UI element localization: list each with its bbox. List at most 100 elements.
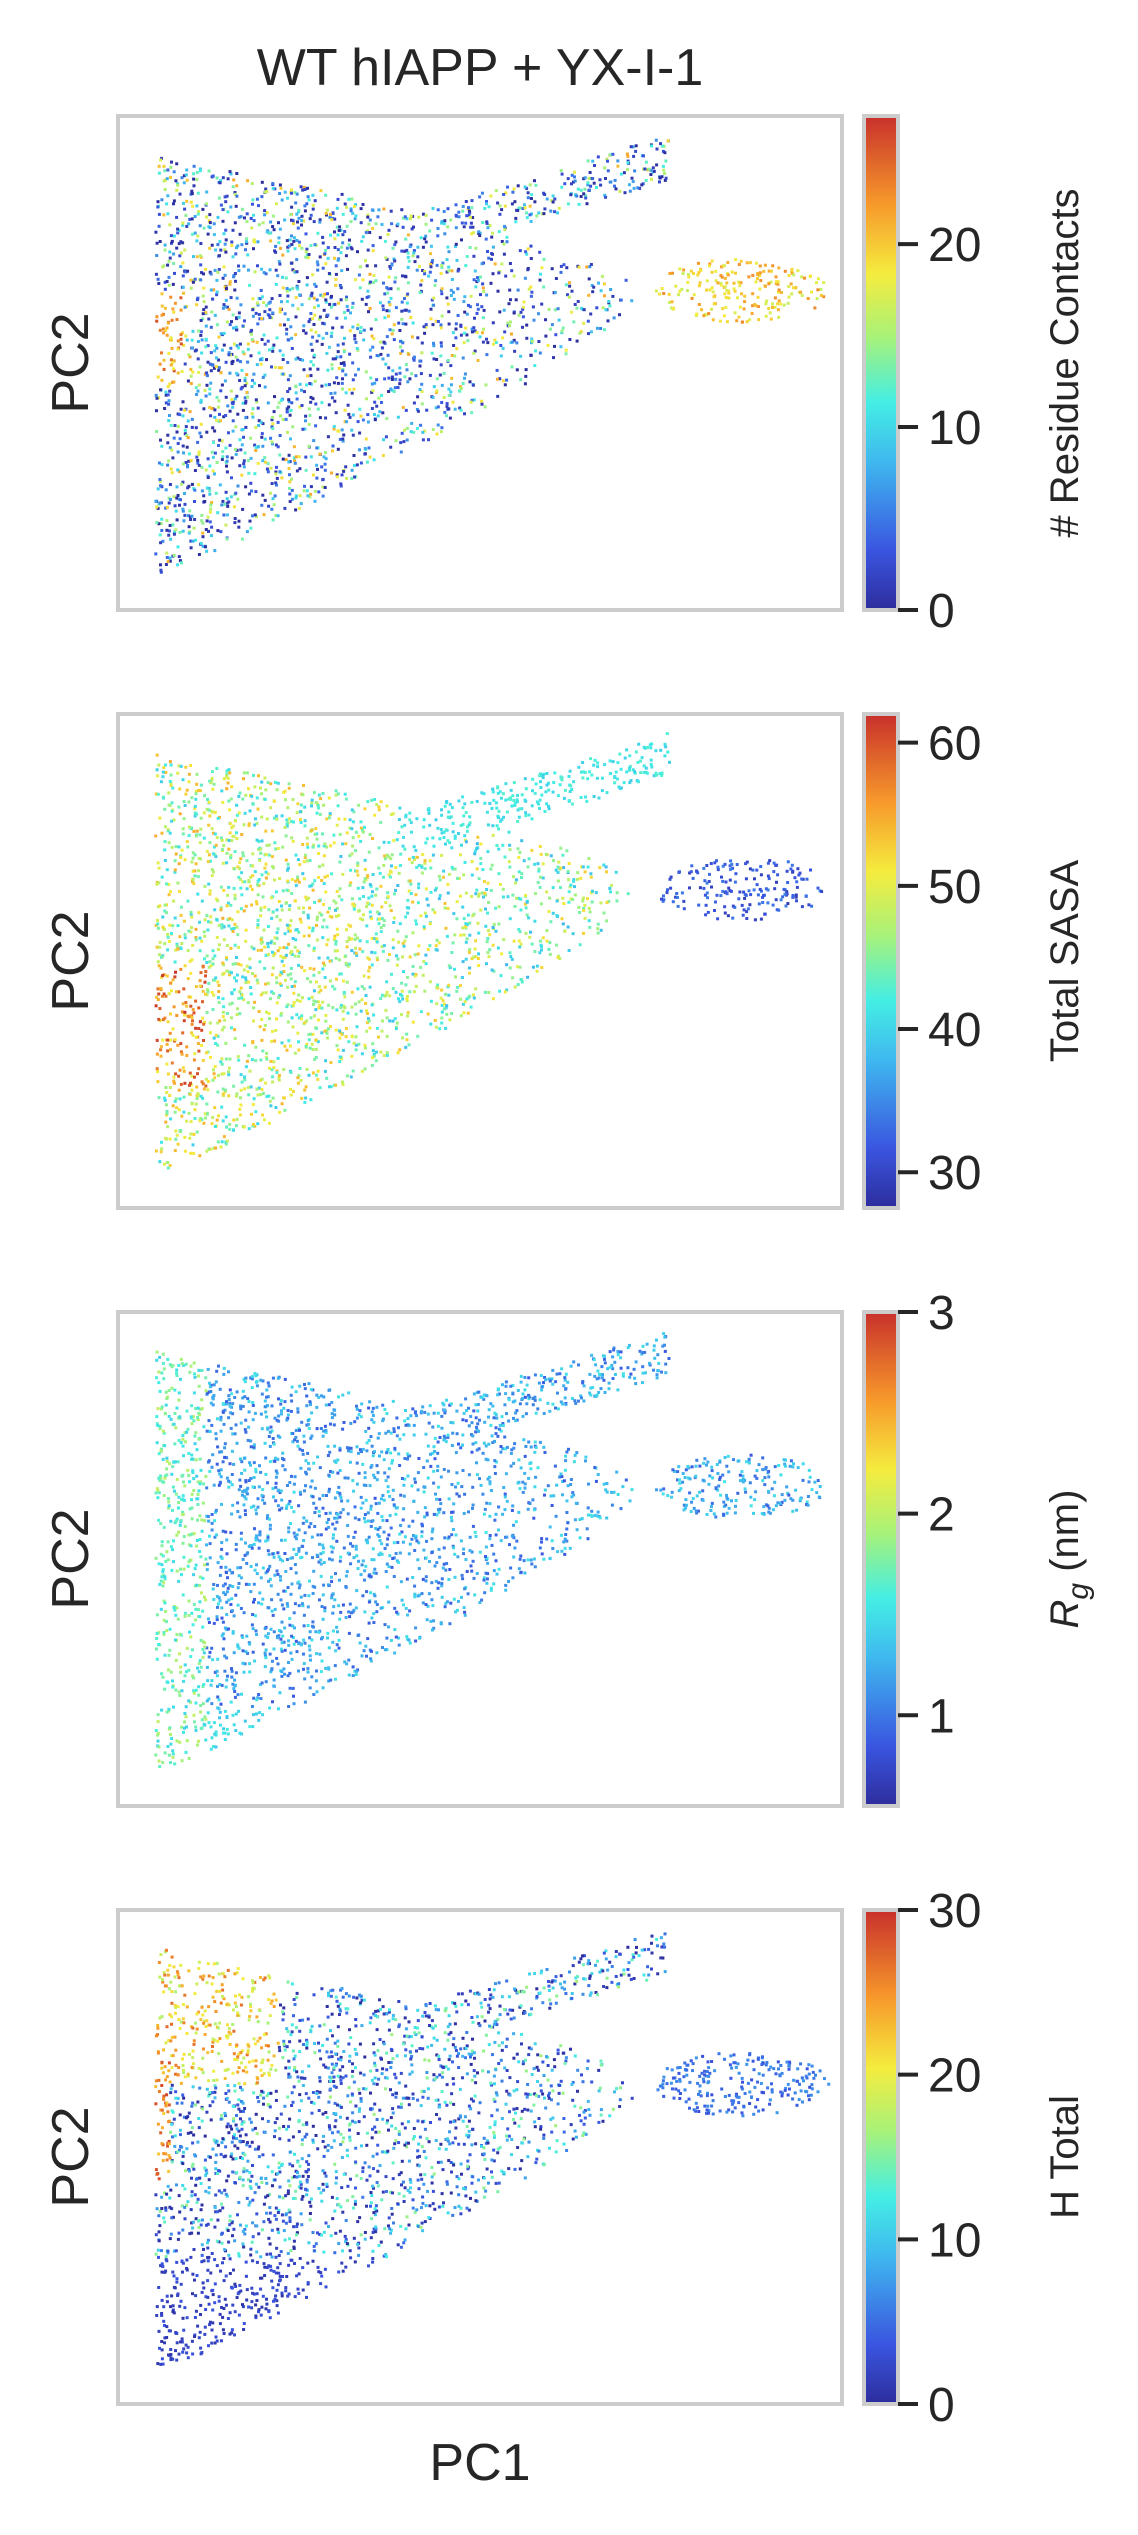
scatter-point (301, 872, 305, 876)
scatter-point (245, 241, 249, 245)
scatter-point (157, 992, 161, 996)
scatter-point (200, 338, 204, 342)
scatter-point (195, 239, 199, 243)
scatter-point (324, 262, 328, 266)
scatter-point (543, 810, 547, 813)
scatter-point (179, 1042, 183, 1046)
scatter-point (352, 1041, 356, 1045)
scatter-point (503, 383, 507, 387)
scatter-point (411, 931, 415, 935)
scatter-point (410, 372, 414, 376)
scatter-point (820, 890, 824, 893)
scatter-point (218, 1019, 222, 1023)
scatter-point (524, 250, 528, 254)
scatter-point (392, 390, 396, 393)
scatter-point (370, 208, 374, 212)
scatter-point (274, 202, 278, 206)
scatter-point (293, 1051, 297, 1055)
scatter-point (433, 1019, 437, 1022)
scatter-point (490, 806, 494, 810)
scatter-point (222, 1005, 226, 1009)
scatter-point (305, 276, 309, 280)
scatter-point (660, 175, 664, 179)
scatter-point (296, 878, 300, 882)
scatter-point (239, 1113, 243, 1117)
scatter-point (256, 322, 260, 326)
scatter-point (214, 843, 218, 847)
scatter-point (271, 346, 275, 350)
scatter-point (482, 895, 485, 899)
scatter-point (190, 217, 194, 221)
scatter-point (720, 875, 723, 879)
scatter-point (241, 854, 245, 858)
scatter-point (197, 383, 201, 387)
scatter-point (704, 903, 708, 907)
scatter-point (412, 225, 415, 229)
scatter-point (245, 859, 249, 863)
scatter-point (298, 405, 302, 409)
scatter-point (255, 821, 259, 825)
scatter-point (224, 395, 228, 399)
scatter-point (212, 288, 216, 292)
scatter-point (484, 924, 488, 928)
scatter-point (241, 975, 245, 979)
scatter-point (207, 823, 211, 827)
scatter-point (347, 243, 351, 247)
scatter-point (609, 772, 612, 775)
scatter-point (235, 1092, 239, 1096)
scatter-point (415, 817, 419, 821)
scatter-point (450, 866, 454, 869)
scatter-point (260, 503, 264, 507)
scatter-point (522, 859, 526, 863)
scatter-point (387, 228, 391, 232)
scatter-point (413, 355, 416, 359)
scatter-point (449, 390, 453, 394)
scatter-point (227, 1073, 231, 1077)
scatter-point (682, 899, 686, 903)
scatter-point (449, 288, 453, 292)
scatter-point (167, 529, 171, 533)
scatter-point (185, 1045, 189, 1049)
scatter-point (162, 213, 166, 217)
scatter-point (244, 979, 248, 983)
scatter-point (405, 217, 409, 221)
scatter-point (297, 208, 301, 212)
scatter-point (286, 973, 290, 977)
scatter-point (400, 317, 404, 321)
scatter-point (249, 217, 253, 220)
scatter-point (216, 899, 220, 903)
scatter-point (260, 338, 264, 341)
scatter-point (275, 788, 279, 792)
scatter-point (314, 801, 318, 805)
scatter-point (525, 336, 529, 340)
scatter-point (223, 248, 227, 252)
scatter-point (286, 430, 289, 434)
scatter-point (211, 297, 215, 301)
scatter-point (411, 855, 415, 859)
scatter-point (345, 928, 348, 932)
scatter-point (160, 875, 164, 879)
scatter-point (160, 292, 164, 296)
scatter-point (382, 281, 385, 285)
scatter-point (688, 871, 692, 875)
scatter-point (751, 868, 755, 872)
scatter-point (315, 339, 319, 343)
scatter-point (196, 1042, 200, 1045)
scatter-point (583, 176, 587, 180)
scatter-point (338, 437, 342, 441)
scatter-point (436, 320, 440, 323)
scatter-point (587, 176, 591, 180)
scatter-point (253, 974, 257, 978)
scatter-point (191, 1008, 195, 1012)
scatter-point (439, 430, 443, 434)
scatter-point (702, 866, 706, 870)
scatter-point (585, 799, 589, 803)
scatter-point (351, 820, 355, 824)
scatter-point (331, 984, 335, 988)
scatter-point (325, 943, 329, 947)
scatter-point (444, 828, 448, 832)
scatter-point (381, 357, 385, 361)
scatter-point (416, 901, 420, 905)
scatter-point (390, 853, 394, 857)
scatter-point (363, 1067, 367, 1071)
